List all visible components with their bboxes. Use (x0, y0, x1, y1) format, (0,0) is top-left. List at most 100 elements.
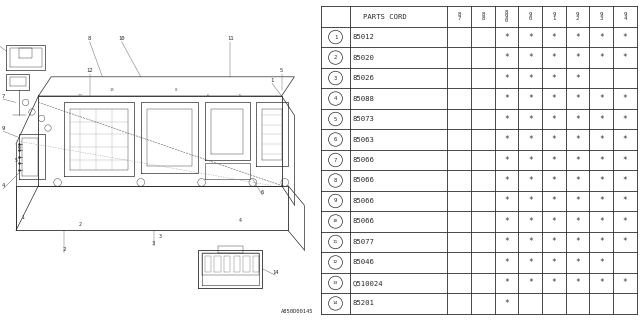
Text: *: * (575, 176, 580, 185)
Text: *: * (599, 33, 604, 42)
Text: *: * (575, 74, 580, 83)
Text: *: * (504, 94, 509, 103)
Text: *: * (575, 156, 580, 164)
Text: 1: 1 (334, 35, 337, 40)
Text: 5: 5 (15, 157, 17, 163)
Text: *: * (552, 176, 556, 185)
Text: *: * (504, 176, 509, 185)
Text: *: * (504, 278, 509, 287)
Text: 8: 8 (334, 178, 337, 183)
Text: *: * (623, 156, 627, 164)
Text: PARTS CORD: PARTS CORD (362, 13, 406, 20)
Text: 5: 5 (239, 94, 241, 98)
Text: *: * (623, 217, 627, 226)
Text: 4: 4 (239, 218, 241, 223)
Text: *: * (504, 196, 509, 205)
Text: 1: 1 (270, 77, 274, 83)
Text: *: * (575, 33, 580, 42)
Text: *: * (575, 196, 580, 205)
Text: *: * (623, 53, 627, 62)
Text: *: * (504, 115, 509, 124)
Text: *: * (504, 33, 509, 42)
Text: 1: 1 (21, 215, 24, 220)
Text: *: * (599, 94, 604, 103)
Text: 85063: 85063 (352, 137, 374, 142)
Text: *: * (552, 115, 556, 124)
Text: *: * (623, 94, 627, 103)
Text: *: * (623, 176, 627, 185)
Text: 4: 4 (334, 96, 337, 101)
Text: 0: 0 (175, 88, 177, 92)
Text: 9
2: 9 2 (576, 12, 579, 21)
Text: *: * (599, 217, 604, 226)
Text: 9
0: 9 0 (529, 12, 532, 21)
Text: *: * (504, 237, 509, 246)
Text: *: * (528, 94, 532, 103)
Text: *: * (623, 196, 627, 205)
Text: *: * (599, 176, 604, 185)
Text: 85088: 85088 (352, 96, 374, 101)
Text: *: * (599, 237, 604, 246)
Text: 8: 8 (88, 36, 92, 41)
Text: *: * (528, 115, 532, 124)
Text: 85073: 85073 (352, 116, 374, 122)
Text: *: * (623, 115, 627, 124)
Text: *: * (599, 115, 604, 124)
Text: *: * (575, 258, 580, 267)
Text: 2: 2 (334, 55, 337, 60)
Text: 11: 11 (227, 36, 234, 41)
Text: 3: 3 (159, 234, 161, 239)
Text: *: * (552, 237, 556, 246)
Text: 7: 7 (1, 93, 5, 99)
Text: 2: 2 (79, 221, 81, 227)
Text: *: * (552, 278, 556, 287)
Text: *: * (575, 278, 580, 287)
Text: 9
4: 9 4 (623, 12, 627, 21)
Text: 6: 6 (18, 145, 20, 150)
Text: 85012: 85012 (352, 34, 374, 40)
Text: *: * (528, 217, 532, 226)
Text: *: * (504, 299, 509, 308)
Text: 3: 3 (152, 241, 156, 246)
Text: *: * (552, 74, 556, 83)
Text: 3: 3 (334, 76, 337, 81)
Text: A850D00145: A850D00145 (281, 308, 314, 314)
Text: *: * (504, 217, 509, 226)
Text: *: * (528, 135, 532, 144)
Text: *: * (575, 94, 580, 103)
Text: *: * (504, 156, 509, 164)
Text: *: * (575, 115, 580, 124)
Text: 85201: 85201 (352, 300, 374, 307)
Text: *: * (528, 237, 532, 246)
Text: 12: 12 (86, 68, 93, 73)
Text: 8
8: 8 8 (481, 12, 484, 21)
Text: *: * (599, 196, 604, 205)
Text: *: * (528, 53, 532, 62)
Text: *: * (552, 196, 556, 205)
Text: *: * (552, 53, 556, 62)
Text: *: * (504, 258, 509, 267)
Text: 9
3: 9 3 (600, 12, 603, 21)
Text: 85066: 85066 (352, 178, 374, 183)
Text: 12: 12 (77, 94, 83, 98)
Text: *: * (599, 53, 604, 62)
Text: *: * (623, 237, 627, 246)
Text: *: * (623, 135, 627, 144)
Text: *: * (552, 33, 556, 42)
Text: 9: 9 (1, 125, 5, 131)
Text: *: * (552, 94, 556, 103)
Text: *: * (504, 74, 509, 83)
Text: 14: 14 (333, 301, 338, 305)
Text: 11: 11 (333, 240, 338, 244)
Text: 5: 5 (280, 68, 284, 73)
Text: 14: 14 (272, 269, 278, 275)
Text: 6: 6 (334, 137, 337, 142)
Text: 6: 6 (207, 94, 209, 98)
Text: 85066: 85066 (352, 157, 374, 163)
Text: 85066: 85066 (352, 198, 374, 204)
Text: *: * (552, 135, 556, 144)
Text: 85066: 85066 (352, 219, 374, 224)
Text: *: * (599, 258, 604, 267)
Text: *: * (528, 176, 532, 185)
Text: 85046: 85046 (352, 260, 374, 266)
